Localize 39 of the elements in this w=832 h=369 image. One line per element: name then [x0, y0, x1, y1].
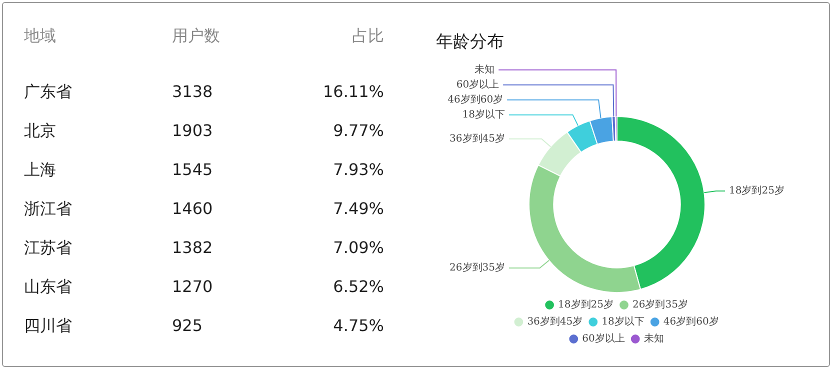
data-label: 7.09% [333, 238, 384, 257]
slice-label: 26岁到35岁 [450, 262, 505, 274]
category-label: 上海 [24, 160, 56, 181]
category-label: 广东省 [24, 82, 72, 103]
text: 用户数 [172, 26, 220, 47]
category-label: 浙江省 [24, 199, 72, 220]
slice-label: 未知 [474, 63, 495, 76]
data-label: 9.77% [333, 121, 384, 140]
chart-title: 年龄分布 [436, 31, 504, 53]
legend-label: 18岁以下 [602, 316, 644, 328]
legend-label: 60岁以上 [582, 332, 625, 345]
data-label: 1270 [172, 277, 213, 296]
category-label: 四川省 [24, 316, 72, 337]
legend-label: 36岁到45岁 [527, 316, 583, 328]
slice-label: 18岁以下 [462, 108, 505, 120]
slice-label: 60岁以上 [456, 78, 500, 90]
data-label: 6.52% [333, 277, 384, 296]
data-label: 1903 [172, 121, 213, 140]
legend-label: 46岁到60岁 [663, 316, 719, 328]
data-label: 1460 [172, 199, 213, 218]
category-label: 北京 [24, 121, 56, 142]
slice-label: 18岁到25岁 [729, 184, 784, 197]
category-label: 江苏省 [24, 238, 72, 259]
data-label: 4.75% [333, 316, 384, 335]
data-label: 925 [172, 316, 203, 335]
data-label: 1545 [172, 160, 213, 179]
slice-label: 36岁到45岁 [450, 132, 505, 144]
legend-label: 18岁到25岁 [558, 298, 614, 311]
data-label: 16.11% [322, 82, 384, 101]
legend-label: 26岁到35岁 [632, 298, 688, 311]
text: 地域 [24, 26, 56, 47]
category-label: 山东省 [24, 277, 72, 298]
text: 占比 [352, 26, 384, 47]
slice-label: 46岁到60岁 [448, 93, 504, 106]
data-label: 7.49% [333, 199, 384, 218]
data-label: 7.93% [333, 160, 384, 179]
legend-label: 未知 [644, 332, 664, 345]
data-label: 1382 [172, 238, 213, 257]
data-label: 3138 [172, 82, 213, 101]
